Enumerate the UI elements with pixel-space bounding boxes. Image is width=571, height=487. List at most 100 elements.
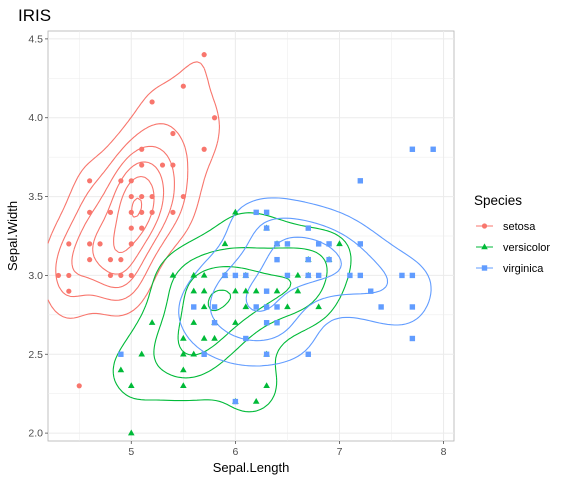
y-tick-label: 3.0 bbox=[28, 270, 43, 282]
point-versicolor bbox=[200, 334, 208, 341]
point-setosa bbox=[149, 209, 155, 215]
point-setosa bbox=[211, 115, 218, 121]
point-setosa bbox=[128, 272, 134, 279]
point-setosa bbox=[128, 209, 134, 215]
point-virginica bbox=[243, 272, 249, 279]
point-virginica bbox=[263, 225, 270, 231]
point-virginica bbox=[274, 320, 280, 326]
point-virginica bbox=[368, 288, 374, 294]
point-virginica bbox=[274, 256, 280, 263]
point-versicolor bbox=[242, 303, 250, 310]
legend-label-setosa: setosa bbox=[503, 221, 536, 233]
point-virginica bbox=[222, 272, 228, 279]
point-virginica bbox=[305, 351, 311, 357]
point-virginica bbox=[253, 209, 259, 216]
point-versicolor bbox=[200, 303, 208, 310]
point-virginica bbox=[347, 272, 353, 279]
y-tick-label: 2.0 bbox=[28, 428, 43, 440]
point-setosa bbox=[149, 99, 155, 105]
point-versicolor bbox=[190, 350, 198, 357]
point-virginica bbox=[409, 272, 416, 279]
point-versicolor bbox=[242, 287, 250, 294]
point-versicolor bbox=[294, 271, 302, 278]
point-versicolor bbox=[336, 240, 343, 247]
contour-versicolor bbox=[177, 266, 292, 356]
contour-setosa bbox=[55, 123, 189, 301]
point-setosa bbox=[107, 209, 114, 215]
density-contours bbox=[47, 61, 432, 413]
point-versicolor bbox=[117, 366, 125, 373]
point-versicolor bbox=[148, 319, 156, 325]
point-virginica bbox=[201, 351, 207, 357]
point-virginica bbox=[315, 272, 322, 279]
point-versicolor bbox=[127, 429, 135, 436]
point-versicolor bbox=[180, 382, 187, 389]
point-virginica bbox=[357, 178, 364, 184]
point-virginica bbox=[305, 272, 311, 279]
point-virginica bbox=[232, 272, 239, 279]
point-virginica bbox=[357, 272, 364, 279]
point-virginica bbox=[118, 351, 124, 357]
contour-versicolor bbox=[112, 212, 352, 413]
point-virginica bbox=[284, 241, 291, 247]
point-virginica bbox=[399, 272, 405, 279]
data-points bbox=[55, 52, 436, 436]
point-setosa bbox=[87, 257, 93, 263]
point-setosa bbox=[87, 241, 93, 247]
x-axis-label: Sepal.Length bbox=[213, 460, 290, 475]
point-virginica bbox=[253, 304, 259, 310]
x-tick-label: 5 bbox=[128, 446, 134, 458]
x-axis-ticks: 5 6 7 8 bbox=[128, 441, 447, 458]
contour-setosa bbox=[47, 61, 220, 319]
point-setosa bbox=[87, 209, 93, 215]
point-setosa bbox=[180, 193, 186, 200]
point-setosa bbox=[76, 383, 82, 389]
legend-label-virginica: virginica bbox=[503, 263, 544, 275]
legend-title: Species bbox=[474, 193, 522, 208]
point-versicolor bbox=[138, 350, 145, 357]
point-setosa bbox=[170, 209, 176, 215]
legend-key-marker-virginica bbox=[481, 265, 488, 271]
point-versicolor bbox=[200, 287, 208, 294]
legend-label-versicolor: versicolor bbox=[503, 242, 550, 254]
point-versicolor bbox=[180, 334, 187, 341]
point-virginica bbox=[409, 304, 416, 310]
point-setosa bbox=[66, 241, 72, 247]
point-virginica bbox=[409, 146, 416, 152]
x-tick-label: 6 bbox=[232, 446, 238, 458]
point-setosa bbox=[128, 241, 134, 247]
point-versicolor bbox=[180, 350, 187, 357]
point-setosa bbox=[66, 272, 72, 279]
contour-virginica bbox=[245, 236, 342, 312]
point-setosa bbox=[201, 146, 207, 152]
point-versicolor bbox=[127, 382, 135, 389]
point-virginica bbox=[263, 304, 270, 310]
point-virginica bbox=[284, 272, 291, 279]
point-virginica bbox=[315, 241, 322, 247]
contour-versicolor bbox=[207, 289, 232, 312]
point-setosa bbox=[128, 225, 134, 231]
point-setosa bbox=[128, 178, 134, 184]
point-versicolor bbox=[211, 334, 218, 341]
point-versicolor bbox=[190, 287, 198, 294]
y-tick-label: 4.5 bbox=[28, 33, 43, 45]
point-versicolor bbox=[232, 208, 239, 215]
point-virginica bbox=[211, 304, 218, 310]
point-virginica bbox=[274, 241, 280, 247]
legend-key-marker-versicolor bbox=[481, 243, 488, 250]
point-versicolor bbox=[263, 382, 270, 389]
point-virginica bbox=[378, 304, 384, 310]
point-versicolor bbox=[252, 287, 260, 294]
point-virginica bbox=[357, 241, 364, 247]
point-versicolor bbox=[200, 271, 208, 278]
point-virginica bbox=[274, 304, 280, 310]
point-versicolor bbox=[169, 271, 177, 278]
point-setosa bbox=[118, 257, 124, 263]
point-virginica bbox=[232, 398, 239, 405]
point-setosa bbox=[139, 146, 145, 152]
point-virginica bbox=[263, 351, 270, 357]
point-setosa bbox=[149, 193, 155, 200]
point-setosa bbox=[170, 162, 176, 168]
point-virginica bbox=[409, 335, 416, 342]
